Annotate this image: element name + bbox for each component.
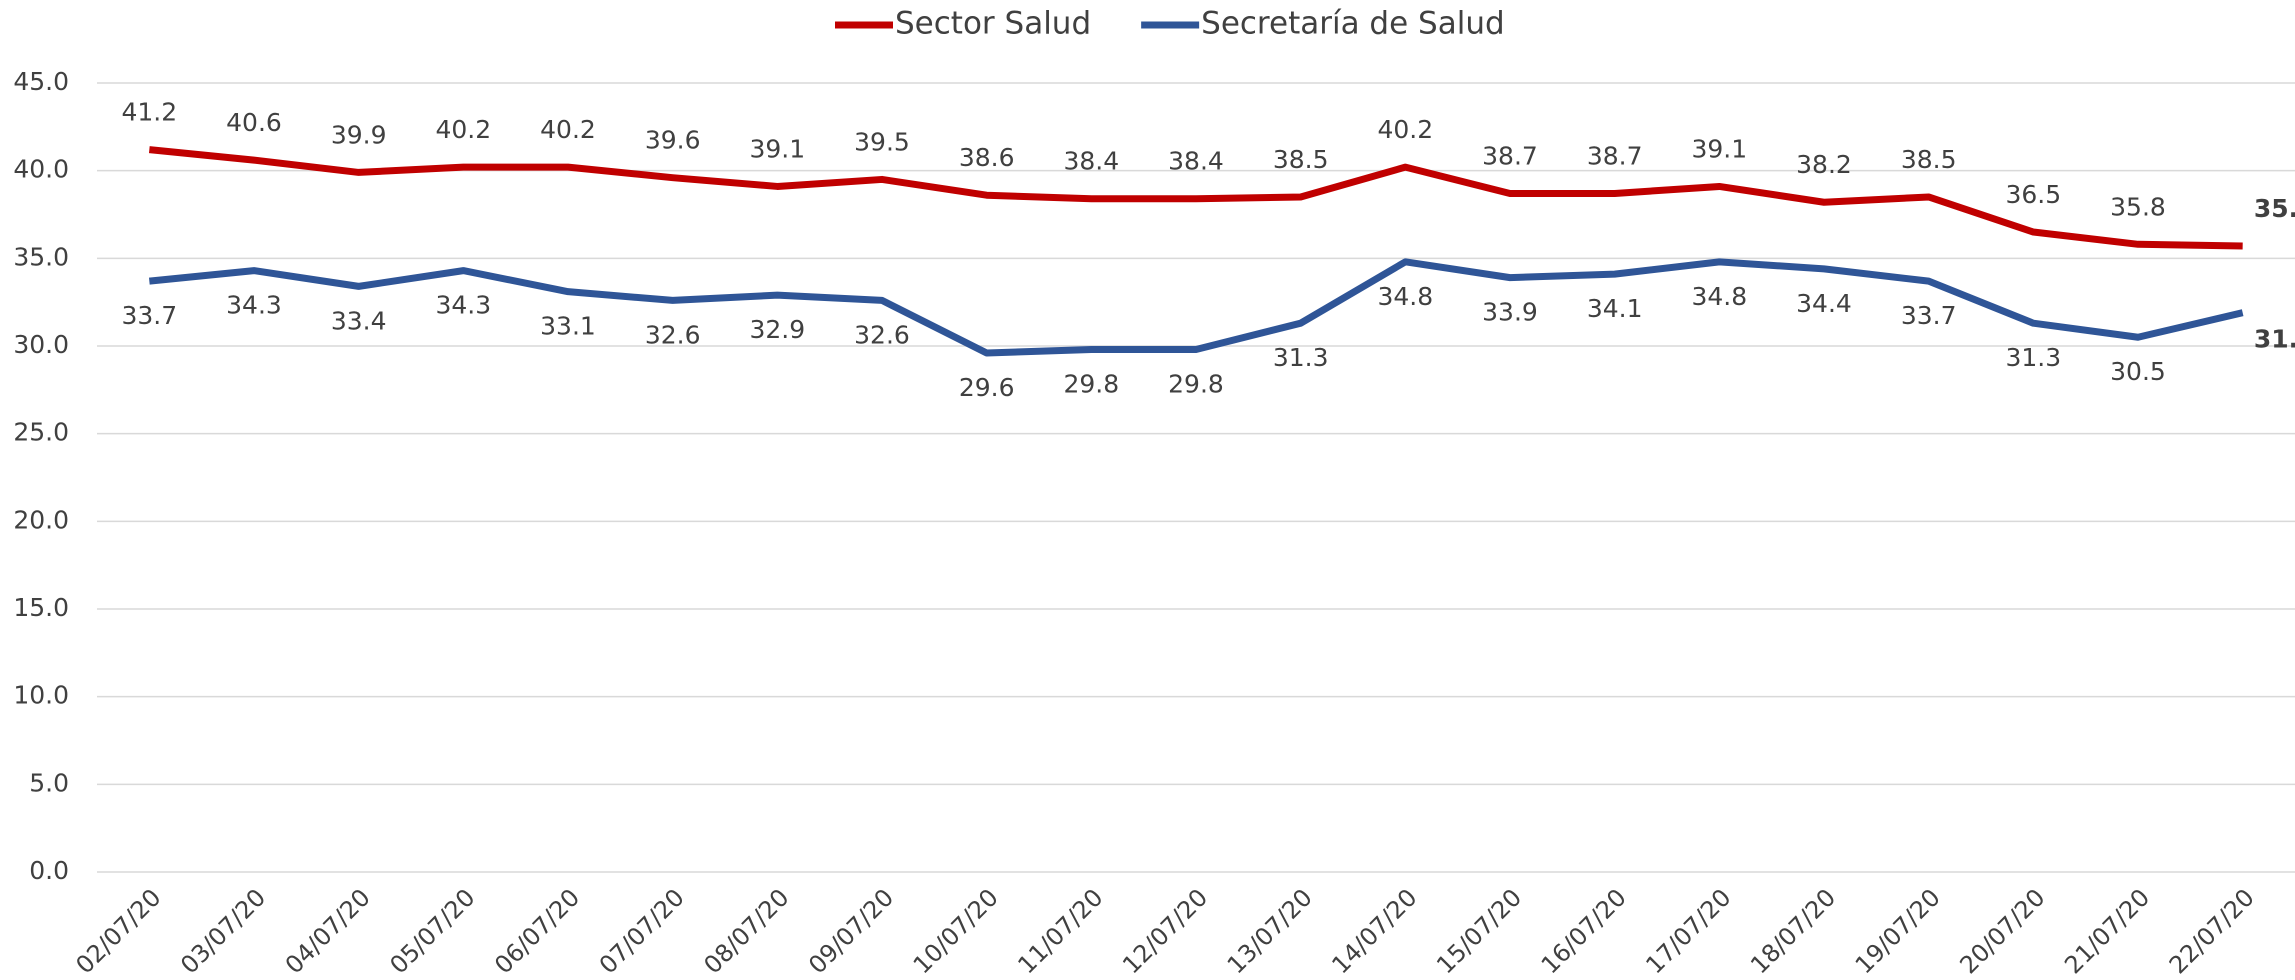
y-tick-label: 30.0 xyxy=(13,330,69,359)
x-tick-label: 22/07/20 xyxy=(2164,883,2260,979)
data-label: 38.4 xyxy=(1168,147,1224,176)
y-tick-label: 45.0 xyxy=(13,67,69,96)
series-line xyxy=(148,258,2244,357)
data-label: 39.1 xyxy=(1691,134,1747,163)
data-label: 38.5 xyxy=(1901,145,1957,174)
data-label: 38.6 xyxy=(959,143,1015,172)
x-tick-label: 11/07/20 xyxy=(1013,883,1109,979)
x-tick-label: 10/07/20 xyxy=(908,883,1004,979)
data-label: 31.3 xyxy=(1273,343,1329,372)
data-label: 40.2 xyxy=(435,115,491,144)
data-label: 29.6 xyxy=(959,373,1015,402)
x-tick-label: 12/07/20 xyxy=(1117,883,1213,979)
data-label: 34.4 xyxy=(1796,289,1852,318)
data-label: 33.7 xyxy=(121,301,177,330)
data-label: 38.4 xyxy=(1063,147,1119,176)
data-label: 34.8 xyxy=(1691,282,1747,311)
data-label: 29.8 xyxy=(1168,370,1224,399)
data-label: 34.1 xyxy=(1587,294,1643,323)
data-label: 33.7 xyxy=(1901,301,1957,330)
x-tick-label: 06/07/20 xyxy=(489,883,585,979)
legend-label: Secretaría de Salud xyxy=(1201,6,1505,42)
y-tick-label: 40.0 xyxy=(13,155,69,184)
x-tick-label: 02/07/20 xyxy=(71,883,167,979)
data-label: 38.7 xyxy=(1587,141,1643,170)
x-tick-label: 14/07/20 xyxy=(1327,883,1423,979)
x-tick-label: 07/07/20 xyxy=(594,883,690,979)
data-label: 39.6 xyxy=(645,126,701,155)
x-tick-label: 09/07/20 xyxy=(803,883,899,979)
data-label: 33.1 xyxy=(540,312,596,341)
data-label: 32.9 xyxy=(749,315,805,344)
data-label: 33.9 xyxy=(1482,298,1538,327)
x-tick-label: 04/07/20 xyxy=(280,883,376,979)
y-tick-label: 35.0 xyxy=(13,242,69,271)
data-label: 40.2 xyxy=(540,115,596,144)
data-label: 34.3 xyxy=(226,291,282,320)
x-tick-label: 20/07/20 xyxy=(1955,883,2051,979)
data-label: 38.7 xyxy=(1482,141,1538,170)
x-tick-label: 15/07/20 xyxy=(1431,883,1527,979)
data-label: 41.2 xyxy=(121,98,177,127)
data-label: 29.8 xyxy=(1063,370,1119,399)
data-label: 38.2 xyxy=(1796,150,1852,179)
x-tick-label: 17/07/20 xyxy=(1641,883,1737,979)
x-tick-label: 18/07/20 xyxy=(1745,883,1841,979)
x-tick-label: 21/07/20 xyxy=(2059,883,2155,979)
x-tick-label: 13/07/20 xyxy=(1222,883,1318,979)
data-label: 32.6 xyxy=(854,320,910,349)
x-tick-label: 16/07/20 xyxy=(1536,883,1632,979)
data-label: 39.1 xyxy=(749,134,805,163)
data-label: 35.7 xyxy=(2254,194,2295,223)
y-tick-label: 25.0 xyxy=(13,418,69,447)
series-line xyxy=(148,146,2243,250)
x-tick-label: 08/07/20 xyxy=(699,883,795,979)
data-label: 31.9 xyxy=(2254,325,2295,354)
y-tick-label: 10.0 xyxy=(13,681,69,710)
data-label: 34.8 xyxy=(1377,282,1433,311)
x-tick-label: 19/07/20 xyxy=(1850,883,1946,979)
x-tick-label: 03/07/20 xyxy=(175,883,271,979)
data-label: 33.4 xyxy=(331,306,387,335)
y-tick-label: 20.0 xyxy=(13,505,69,534)
legend-label: Sector Salud xyxy=(895,6,1091,42)
data-label: 39.5 xyxy=(854,127,910,156)
data-label: 31.3 xyxy=(2005,343,2061,372)
data-label: 40.6 xyxy=(226,108,282,137)
data-label: 35.8 xyxy=(2110,192,2166,221)
data-label: 38.5 xyxy=(1273,145,1329,174)
data-label: 36.5 xyxy=(2005,180,2061,209)
data-label: 40.2 xyxy=(1377,115,1433,144)
y-tick-label: 5.0 xyxy=(29,768,69,797)
data-label: 34.3 xyxy=(435,291,491,320)
y-tick-label: 0.0 xyxy=(29,856,69,885)
y-tick-label: 15.0 xyxy=(13,593,69,622)
data-label: 30.5 xyxy=(2110,357,2166,386)
data-label: 39.9 xyxy=(331,120,387,149)
data-label: 32.6 xyxy=(645,320,701,349)
x-tick-label: 05/07/20 xyxy=(385,883,481,979)
